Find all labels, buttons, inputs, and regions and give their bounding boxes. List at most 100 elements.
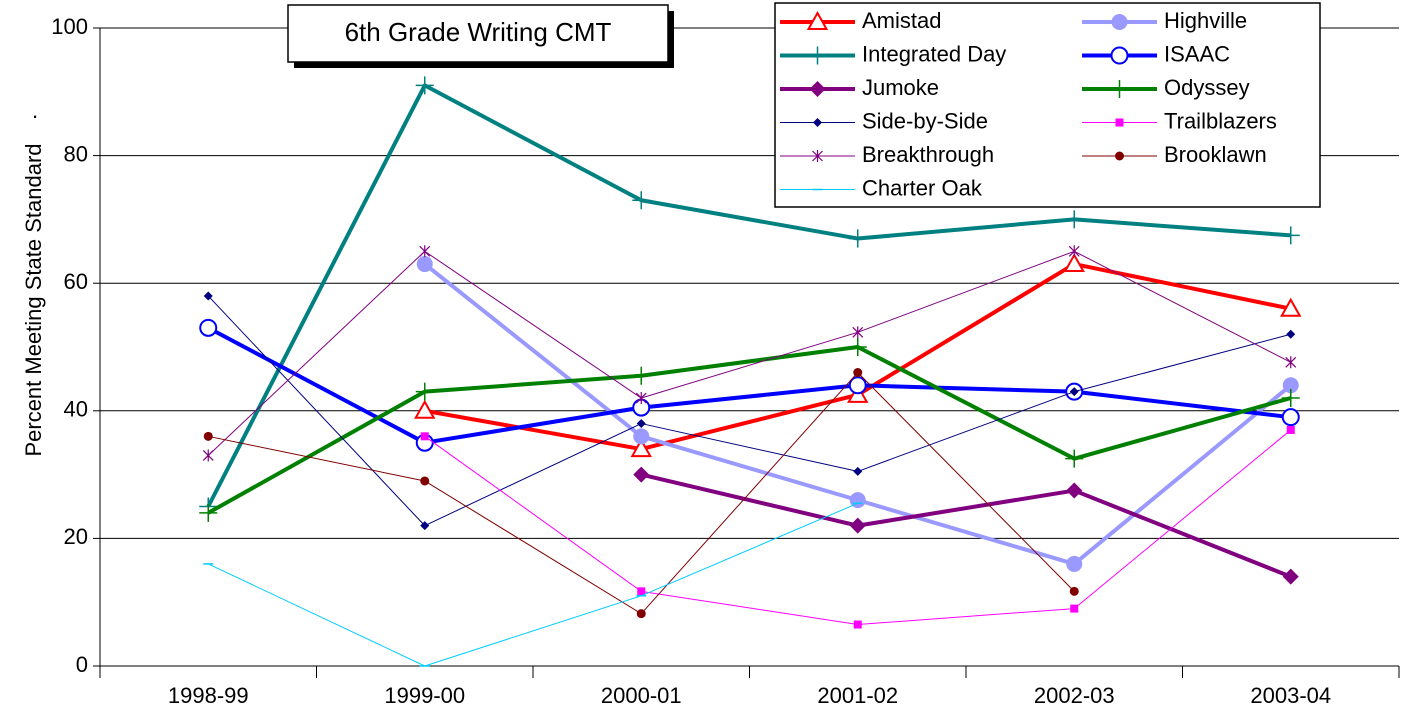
marker: [419, 245, 431, 258]
legend-label: Integrated Day: [862, 41, 1006, 66]
marker: [1115, 118, 1124, 127]
marker: [1070, 604, 1079, 613]
marker: [1115, 151, 1124, 161]
chart-title: 6th Grade Writing CMT: [345, 17, 612, 47]
x-tick-label: 2000-01: [601, 683, 682, 708]
marker: [420, 476, 430, 486]
legend-label: Side-by-Side: [862, 108, 988, 133]
marker: [635, 392, 647, 405]
marker: [806, 10, 829, 30]
marker: [1282, 568, 1299, 585]
x-tick-label: 1998-99: [168, 683, 249, 708]
series: [203, 502, 863, 667]
legend-item: Highville: [1082, 8, 1247, 33]
series: [199, 318, 1300, 452]
marker: [633, 466, 650, 483]
marker: [632, 366, 651, 385]
marker: [1065, 210, 1084, 229]
series: [202, 245, 1297, 462]
x-tick-label: 2002-03: [1034, 683, 1115, 708]
series: [414, 253, 1302, 458]
marker: [415, 76, 434, 95]
marker: [633, 428, 650, 445]
marker: [1065, 449, 1084, 468]
marker: [1069, 387, 1079, 397]
y-tick-label: 100: [51, 14, 88, 39]
marker: [853, 620, 862, 629]
marker: [1111, 14, 1128, 30]
legend-label: Breakthrough: [862, 142, 994, 167]
marker: [1069, 586, 1079, 596]
legend-label: ISAAC: [1164, 41, 1230, 66]
legend-box: [774, 2, 1321, 208]
x-tick-label: 2003-04: [1250, 683, 1331, 708]
legend-item: Side-by-Side: [780, 108, 988, 133]
line: [207, 295, 1291, 527]
legend-label: Jumoke: [862, 75, 939, 100]
marker: [1066, 482, 1083, 499]
y-tick-label: 20: [64, 524, 88, 549]
line: [208, 502, 858, 667]
marker: [199, 503, 218, 522]
legend-item: Odyssey: [1082, 75, 1250, 100]
legend-label: Amistad: [862, 8, 941, 33]
marker: [1282, 377, 1299, 394]
legend-item: Breakthrough: [780, 142, 994, 167]
y-tick-label: 40: [64, 397, 88, 422]
series: [633, 466, 1299, 585]
marker: [203, 431, 213, 441]
series: [420, 425, 1295, 629]
marker: [1281, 408, 1300, 427]
marker: [632, 191, 651, 210]
marker: [813, 118, 822, 127]
marker: [420, 521, 430, 531]
legend-label: Charter Oak: [862, 175, 983, 200]
marker: [1063, 253, 1085, 273]
legend-label: Highville: [1164, 8, 1247, 33]
series: [203, 291, 1296, 531]
marker: [1066, 555, 1083, 572]
legend-label: Brooklawn: [1164, 142, 1267, 167]
marker: [203, 291, 213, 301]
marker: [636, 419, 646, 429]
marker: [1280, 297, 1302, 317]
marker: [202, 449, 214, 462]
marker: [849, 517, 866, 534]
x-tick-label: 1999-00: [384, 683, 465, 708]
y-tick-label: 60: [64, 269, 88, 294]
marker: [809, 81, 826, 97]
legend-item: Amistad: [780, 8, 941, 33]
marker: [1286, 425, 1295, 434]
title-box: [287, 4, 669, 63]
marker: [1110, 46, 1129, 65]
legend-label: Trailblazers: [1164, 108, 1277, 133]
grid: 0 20 40 60 80 100 1998-99 1999-00 2000-01 2001-02…: [51, 14, 1400, 708]
marker: [199, 318, 218, 337]
y-tick-label: 80: [64, 141, 88, 166]
line: [207, 250, 1291, 456]
marker: [636, 609, 646, 619]
line: [207, 326, 1291, 445]
legend-item: Brooklawn: [1082, 142, 1267, 167]
annotation: .: [32, 98, 38, 123]
marker: [1285, 356, 1297, 369]
series: [416, 256, 1299, 572]
y-tick-label: 0: [76, 652, 88, 677]
legend-item: Integrated Day: [780, 41, 1006, 66]
marker: [416, 256, 433, 273]
x-tick-label: 2001-02: [817, 683, 898, 708]
marker: [808, 46, 827, 65]
marker: [637, 587, 646, 596]
legend-label: Odyssey: [1164, 75, 1250, 100]
legend-item: ISAAC: [1082, 41, 1230, 66]
legend: Amistad Highville Integrated Day ISAAC Jumok…: [780, 8, 1277, 200]
marker: [630, 438, 652, 458]
marker: [848, 229, 867, 248]
marker: [1281, 226, 1300, 245]
series: [203, 368, 1079, 619]
marker: [1286, 329, 1296, 339]
marker: [848, 338, 867, 356]
y-axis-title: Percent Meeting State Standard: [21, 143, 46, 456]
series: [199, 76, 1300, 516]
